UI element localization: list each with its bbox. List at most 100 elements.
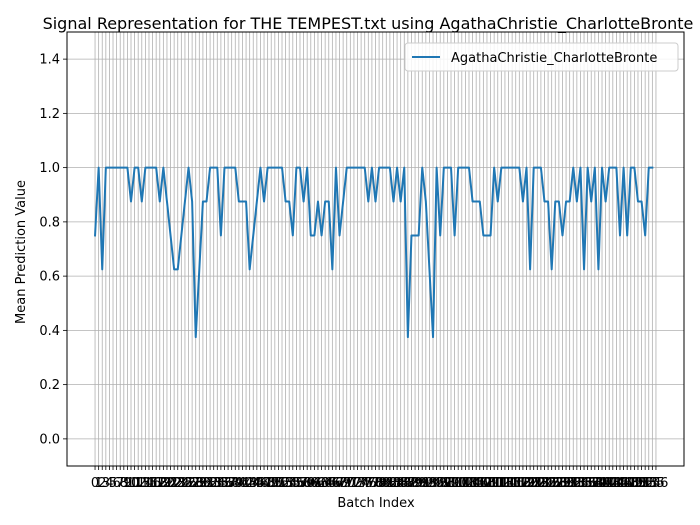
x-tick-label: 29 [191, 476, 208, 491]
x-tick-label: 17 [148, 476, 165, 491]
x-tick-label: 156 [644, 476, 669, 491]
x-tick-label: 149 [618, 476, 643, 491]
x-tick-label: 89 [407, 476, 424, 491]
x-tick-label: 55 [285, 476, 302, 491]
x-tick-label: 76 [360, 476, 377, 491]
x-tick-label: 27 [184, 476, 201, 491]
x-tick-label: 63 [313, 476, 330, 491]
x-tick-label: 7 [116, 476, 124, 491]
x-tick-label: 135 [568, 476, 593, 491]
x-tick-label: 91 [414, 476, 431, 491]
x-tick-label: 14 [137, 476, 154, 491]
x-tick-label: 37 [220, 476, 237, 491]
x-tick-label: 143 [597, 476, 622, 491]
x-tick-label: 50 [267, 476, 284, 491]
x-tick-label: 16 [144, 476, 161, 491]
x-tick-label: 34 [209, 476, 226, 491]
x-tick-label: 123 [525, 476, 550, 491]
x-tick-label: 3 [102, 476, 110, 491]
x-tick-label: 42 [238, 476, 255, 491]
x-tick-label: 103 [453, 476, 478, 491]
x-tick-label: 12 [130, 476, 147, 491]
x-tick-label: 96 [432, 476, 449, 491]
x-tick-label: 124 [528, 476, 553, 491]
x-tick-label: 95 [428, 476, 445, 491]
x-tick-label: 20 [159, 476, 176, 491]
x-tick-label: 141 [590, 476, 615, 491]
x-tick-label: 67 [328, 476, 345, 491]
x-tick-label: 86 [396, 476, 413, 491]
x-tick-label: 48 [259, 476, 276, 491]
x-tick-label: 112 [485, 476, 510, 491]
x-tick-label: 8 [120, 476, 128, 491]
x-tick-label: 85 [392, 476, 409, 491]
x-tick-label: 71 [342, 476, 359, 491]
x-tick-label: 129 [546, 476, 571, 491]
x-tick-label: 5 [109, 476, 117, 491]
y-tick-label: 0.8 [39, 215, 60, 230]
x-tick-label: 134 [564, 476, 589, 491]
x-tick-label: 144 [600, 476, 625, 491]
x-tick-label: 10 [123, 476, 140, 491]
x-tick-label: 92 [418, 476, 435, 491]
x-tick-label: 146 [608, 476, 633, 491]
x-tick-label: 22 [166, 476, 183, 491]
y-tick-label: 1.0 [39, 161, 60, 176]
x-tick-label: 64 [317, 476, 334, 491]
x-tick-label: 62 [310, 476, 327, 491]
x-tick-label: 25 [177, 476, 194, 491]
x-tick-label: 118 [507, 476, 532, 491]
x-tick-label: 2 [98, 476, 106, 491]
x-tick-label: 1 [95, 476, 103, 491]
x-tick-label: 75 [356, 476, 373, 491]
x-axis: 0123456789101112131415161718192021222324… [91, 466, 668, 491]
x-tick-label: 105 [460, 476, 485, 491]
x-tick-label: 139 [582, 476, 607, 491]
x-tick-label: 113 [489, 476, 514, 491]
x-tick-label: 115 [496, 476, 521, 491]
x-tick-label: 111 [482, 476, 507, 491]
x-tick-label: 46 [252, 476, 269, 491]
y-tick-label: 0.4 [39, 324, 60, 339]
x-tick-label: 31 [198, 476, 215, 491]
x-tick-label: 36 [216, 476, 233, 491]
x-tick-label: 132 [557, 476, 582, 491]
x-tick-label: 33 [205, 476, 222, 491]
x-tick-label: 94 [425, 476, 442, 491]
x-tick-label: 98 [439, 476, 456, 491]
x-tick-label: 68 [331, 476, 348, 491]
x-tick-label: 108 [471, 476, 496, 491]
x-tick-label: 77 [364, 476, 381, 491]
x-tick-label: 19 [155, 476, 172, 491]
x-tick-label: 26 [180, 476, 197, 491]
x-tick-label: 127 [539, 476, 564, 491]
x-tick-label: 53 [277, 476, 294, 491]
x-tick-label: 121 [518, 476, 543, 491]
x-tick-label: 117 [503, 476, 528, 491]
x-tick-label: 58 [295, 476, 312, 491]
y-tick-label: 0.2 [39, 378, 60, 393]
x-tick-label: 4 [105, 476, 113, 491]
x-tick-label: 57 [292, 476, 309, 491]
chart-title: Signal Representation for THE TEMPEST.tx… [43, 14, 694, 34]
x-tick-label: 80 [374, 476, 391, 491]
x-tick-label: 23 [169, 476, 186, 491]
x-tick-label: 61 [306, 476, 323, 491]
x-tick-label: 9 [123, 476, 131, 491]
x-tick-label: 102 [449, 476, 474, 491]
x-tick-label: 88 [403, 476, 420, 491]
x-tick-label: 6 [112, 476, 120, 491]
legend-box [404, 42, 679, 72]
x-tick-label: 11 [126, 476, 143, 491]
x-tick-label: 90 [410, 476, 427, 491]
x-tick-label: 84 [389, 476, 406, 491]
x-tick-label: 49 [263, 476, 280, 491]
x-tick-label: 131 [554, 476, 579, 491]
x-tick-label: 43 [241, 476, 258, 491]
x-tick-label: 151 [626, 476, 651, 491]
series-layer [93, 166, 654, 339]
x-tick-label: 106 [464, 476, 489, 491]
x-tick-label: 30 [195, 476, 212, 491]
y-axis: 0.0 0.2 0.4 0.6 0.8 1.0 1.2 1.4 [39, 53, 67, 447]
x-tick-label: 72 [346, 476, 363, 491]
